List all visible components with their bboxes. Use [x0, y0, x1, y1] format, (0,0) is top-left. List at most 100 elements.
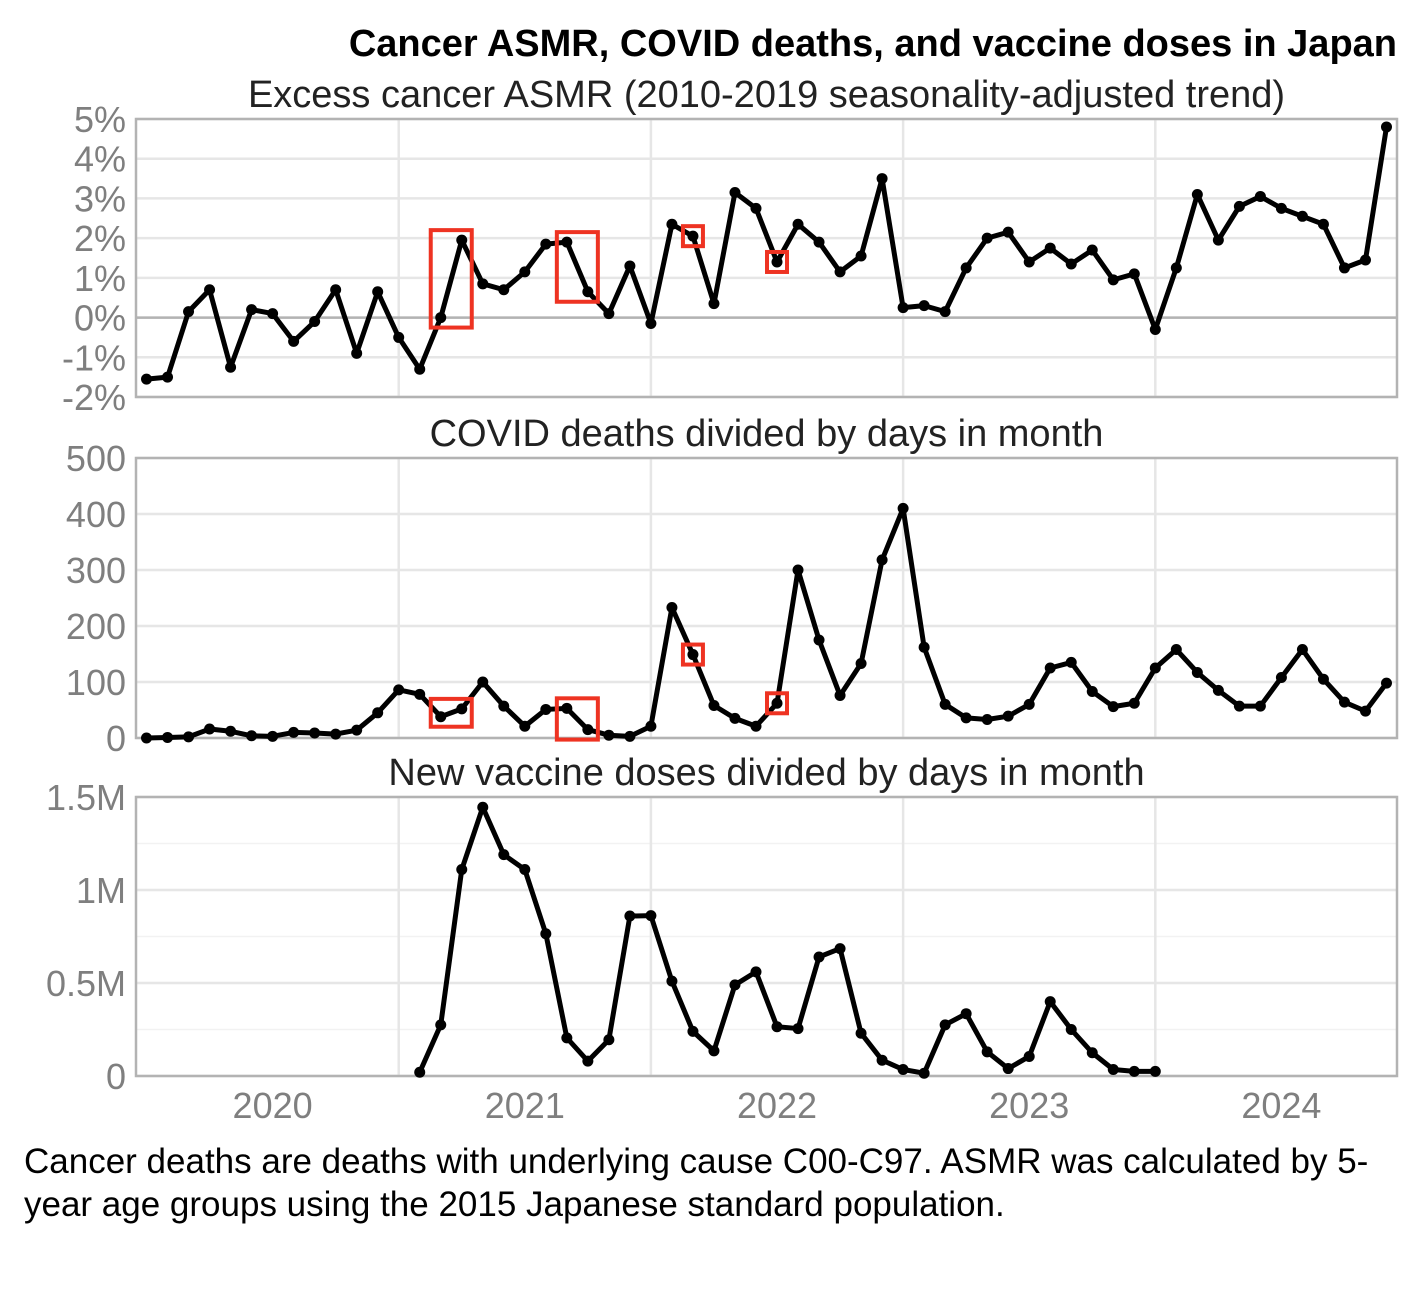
data-point [750, 720, 762, 732]
data-point [1296, 644, 1308, 656]
data-point [1275, 672, 1287, 684]
data-point [750, 202, 762, 214]
data-point [855, 658, 867, 670]
highlight-box [428, 228, 474, 330]
data-point [981, 232, 993, 244]
y-tick-label: -1% [62, 337, 126, 378]
series-line [417, 804, 1156, 1076]
data-point [183, 731, 195, 743]
y-tick-label: -2% [62, 377, 126, 418]
data-point [1107, 274, 1119, 286]
data-point [1317, 673, 1329, 685]
data-point [582, 1055, 594, 1067]
data-point [834, 943, 846, 955]
y-tick-label: 4% [74, 139, 126, 180]
y-tick-label: 3% [74, 178, 126, 219]
data-point [1023, 698, 1035, 710]
data-point [330, 284, 342, 296]
y-tick-label: 0% [74, 298, 126, 339]
data-point [141, 373, 153, 385]
data-point [309, 316, 321, 328]
data-point [1233, 200, 1245, 212]
data-point [960, 262, 972, 274]
data-point [183, 306, 195, 318]
data-point [204, 723, 216, 735]
data-point [666, 218, 678, 230]
data-point [477, 676, 489, 688]
data-point [456, 234, 468, 246]
highlight-box [680, 224, 705, 249]
data-point [897, 1063, 909, 1075]
data-point [708, 1045, 720, 1057]
data-point [1107, 701, 1119, 713]
y-tick-label: 1M [76, 870, 126, 911]
panel-1: Excess cancer ASMR (2010-2019 seasonalit… [62, 74, 1399, 418]
data-point [624, 730, 636, 742]
data-point [582, 724, 594, 736]
data-point [561, 1032, 573, 1044]
data-point [1380, 677, 1392, 689]
data-point [267, 308, 279, 320]
data-point [1128, 1065, 1140, 1077]
data-point [792, 218, 804, 230]
data-point [498, 700, 510, 712]
data-point [624, 910, 636, 922]
data-point [708, 700, 720, 712]
data-point [708, 298, 720, 310]
data-point [666, 975, 678, 987]
data-point [645, 910, 657, 922]
data-point [666, 602, 678, 614]
data-point [351, 347, 363, 359]
data-point [1086, 1047, 1098, 1059]
series-line [146, 126, 1389, 382]
data-point [603, 1034, 615, 1046]
data-point [1191, 666, 1203, 678]
data-point [225, 725, 237, 737]
data-point [1065, 1024, 1077, 1035]
data-point [729, 712, 741, 724]
data-point [918, 1067, 930, 1079]
data-point [1380, 121, 1392, 133]
data-point [246, 730, 258, 742]
data-point [477, 278, 489, 290]
data-point [1002, 1063, 1014, 1075]
data-point [309, 727, 321, 739]
data-point [1023, 1050, 1035, 1062]
data-point [435, 312, 447, 324]
data-point [519, 266, 531, 278]
data-point [435, 1019, 447, 1031]
data-point [645, 720, 657, 732]
data-point [225, 361, 237, 373]
data-point [834, 266, 846, 278]
panel-3: New vaccine doses divided by days in mon… [46, 752, 1399, 1126]
chart-title: Cancer ASMR, COVID deaths, and vaccine d… [349, 23, 1397, 65]
data-point [981, 1046, 993, 1058]
data-point [855, 1027, 867, 1039]
data-point [1359, 705, 1371, 717]
y-tick-label: 0.5M [46, 963, 126, 1004]
data-point [960, 712, 972, 724]
data-point [645, 318, 657, 330]
data-point [1107, 1063, 1119, 1075]
data-point [477, 801, 489, 813]
panel-2: COVID deaths divided by days in month 0 10… [66, 413, 1399, 759]
data-point [1044, 242, 1056, 254]
data-point [729, 979, 741, 991]
data-point [204, 284, 216, 296]
data-point [918, 300, 930, 312]
data-point [939, 1019, 951, 1031]
y-tick-label: 500 [66, 438, 126, 479]
data-point [813, 951, 825, 963]
y-tick-label: 400 [66, 494, 126, 535]
data-point [1275, 202, 1287, 214]
data-point [813, 634, 825, 646]
data-point [414, 688, 426, 700]
data-point [330, 728, 342, 740]
data-point [1212, 234, 1224, 246]
data-point [246, 304, 258, 316]
data-point [1296, 210, 1308, 222]
data-point [435, 711, 447, 723]
data-point [1317, 218, 1329, 230]
data-point [1338, 696, 1350, 708]
x-tick-label: 2021 [485, 1085, 565, 1126]
